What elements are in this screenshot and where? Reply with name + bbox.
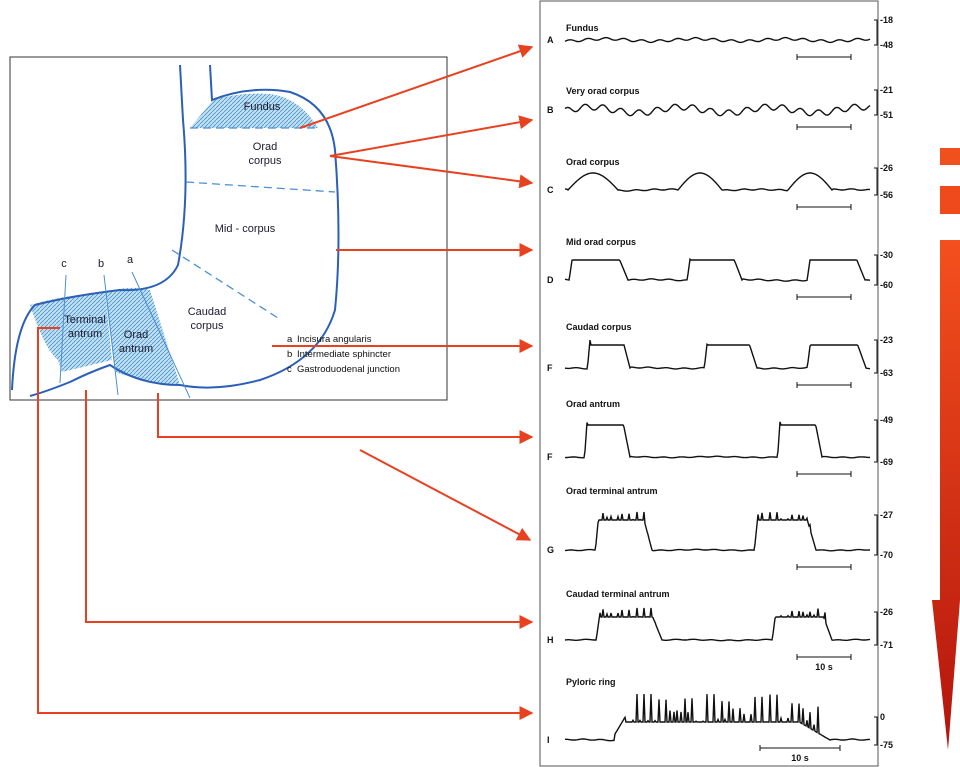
trace-letter: D (547, 275, 554, 285)
voltage-top: -27 (880, 510, 893, 520)
trace-label: Orad corpus (566, 157, 620, 167)
landmark-letter: a (127, 254, 134, 266)
region-label: Terminal (64, 314, 106, 326)
trace-label: Mid orad corpus (566, 237, 636, 247)
legend-name: Gastroduodenal junction (297, 364, 400, 375)
trace-label: Caudad terminal antrum (566, 589, 670, 599)
voltage-top: -30 (880, 250, 893, 260)
region-label: Caudad (188, 306, 227, 318)
region-label: Orad (253, 141, 277, 153)
landmark-letter: c (61, 258, 67, 270)
voltage-top: -18 (880, 15, 893, 25)
trace-label: Pyloric ring (566, 677, 616, 687)
voltage-bottom: -70 (880, 550, 893, 560)
trace-label: Orad terminal antrum (566, 486, 658, 496)
voltage-bottom: -51 (880, 110, 893, 120)
voltage-bottom: -60 (880, 280, 893, 290)
legend-letter: b (287, 349, 292, 360)
trace-label: Fundus (566, 23, 599, 33)
trace-letter: C (547, 185, 554, 195)
voltage-bottom: -71 (880, 640, 893, 650)
landmark-letter: b (98, 258, 104, 270)
voltage-bottom: -75 (880, 740, 893, 750)
voltage-bottom: -63 (880, 368, 893, 378)
voltage-top: -49 (880, 415, 893, 425)
figure: A Fundus -18 -48 B Very orad corpus -21 -51 C Ora… (0, 0, 960, 767)
trace-letter: A (547, 35, 554, 45)
voltage-top: -26 (880, 163, 893, 173)
voltage-top: -21 (880, 85, 893, 95)
region-label: corpus (248, 155, 282, 167)
legend-letter: a (287, 334, 293, 345)
voltage-top: 0 (880, 712, 885, 722)
trace-label: Orad antrum (566, 399, 620, 409)
trace-label: Caudad corpus (566, 322, 632, 332)
voltage-bottom: -48 (880, 40, 893, 50)
region-label: antrum (68, 328, 102, 340)
region-label: antrum (119, 343, 153, 355)
trace-letter: G (547, 545, 554, 555)
region-label: Fundus (244, 101, 281, 113)
region-label: corpus (190, 320, 224, 332)
region-label: Orad (124, 329, 148, 341)
voltage-bottom: -56 (880, 190, 893, 200)
voltage-top: -23 (880, 335, 893, 345)
region-label: Mid - corpus (215, 223, 276, 235)
legend-letter: c (287, 364, 292, 375)
trace-letter: B (547, 105, 554, 115)
time-scale-label: 10 s (815, 662, 833, 672)
legend-name: Intermediate sphincter (297, 349, 391, 360)
voltage-bottom: -69 (880, 457, 893, 467)
trace-label: Very orad corpus (566, 86, 640, 96)
time-scale-label: 10 s (791, 753, 809, 763)
gradient-arrow (932, 148, 960, 750)
trace-letter: H (547, 635, 554, 645)
legend-name: Incisura angularis (297, 334, 372, 345)
trace-letter: F (547, 363, 553, 373)
trace-letter: F (547, 452, 553, 462)
trace-letter: I (547, 735, 550, 745)
voltage-top: -26 (880, 607, 893, 617)
